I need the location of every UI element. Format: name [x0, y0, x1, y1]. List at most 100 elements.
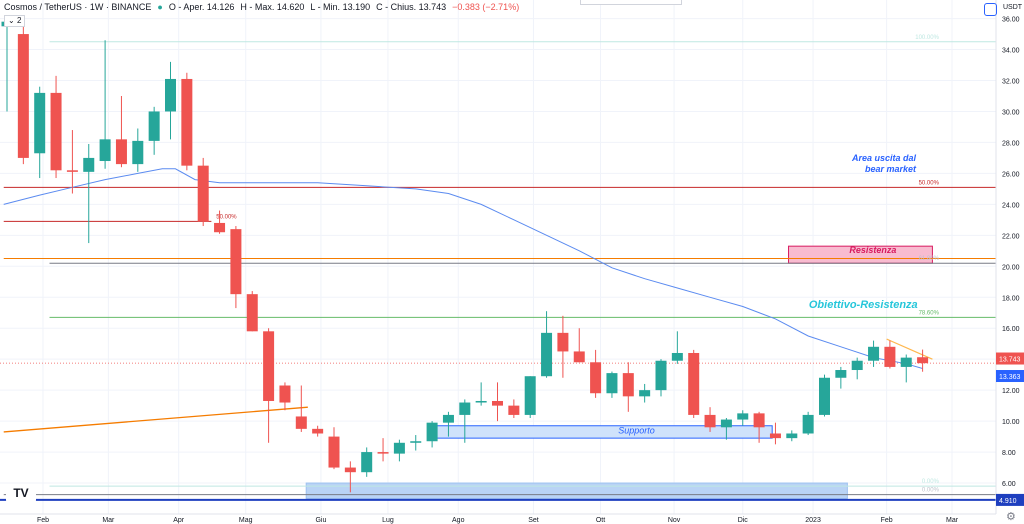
time-tick-label: Apr — [173, 517, 185, 524]
candle — [622, 362, 634, 412]
square-icon[interactable] — [984, 3, 997, 16]
candle-body — [197, 165, 209, 222]
candle — [557, 315, 569, 378]
candle — [835, 366, 847, 389]
candle-body — [802, 414, 814, 434]
candle-body — [639, 390, 651, 397]
chart-annotation: Resistenza — [849, 245, 896, 255]
candle — [900, 354, 912, 383]
candle-body — [524, 376, 536, 415]
candle-body — [230, 229, 242, 295]
candle — [132, 128, 144, 172]
price-tick-label: 6.00 — [1002, 481, 1016, 488]
candle-body — [590, 362, 602, 394]
candle — [868, 340, 880, 367]
candle-body — [263, 331, 275, 401]
candle — [410, 435, 422, 451]
candle-body — [83, 157, 95, 172]
ma-price-badge-bg — [996, 370, 1024, 383]
candle-body — [475, 400, 487, 403]
tradingview-logo: TV — [6, 484, 36, 502]
symbol-title[interactable]: Cosmos / TetherUS · 1W · BINANCE — [4, 2, 152, 12]
candle — [426, 421, 438, 448]
candle-body — [459, 402, 471, 415]
gear-icon[interactable]: ⚙ — [1006, 511, 1016, 523]
candle-body — [753, 413, 765, 428]
support-price-badge-bg — [996, 493, 1024, 506]
price-axis-background — [996, 0, 1024, 524]
supporto-zone — [436, 425, 773, 439]
candle — [769, 422, 781, 445]
ohlc-open: O - Aper. 14.126 — [168, 2, 235, 12]
candle — [197, 157, 209, 227]
price-tick-label: 30.00 — [1002, 109, 1020, 116]
orange-short-trendline — [886, 338, 933, 360]
price-tick-label: 34.00 — [1002, 48, 1020, 55]
price-tick-label: 36.00 — [1002, 17, 1020, 24]
chart-annotation: Supporto — [618, 425, 655, 435]
candle — [524, 376, 536, 419]
candle-body — [17, 34, 29, 158]
candle-body — [671, 352, 683, 361]
current-price-badge-label: 13.743 — [999, 357, 1021, 364]
bottom-zone — [305, 482, 848, 500]
candle — [606, 371, 618, 398]
fib-level-label: 0.00% — [922, 479, 940, 485]
candle-body — [557, 332, 569, 352]
candle-body — [737, 413, 749, 420]
price-tick-label: 28.00 — [1002, 140, 1020, 147]
candle-body — [279, 385, 291, 403]
candle — [50, 75, 62, 179]
price-tick-label: 8.00 — [1002, 450, 1016, 457]
fib-level-label: 50.00% — [216, 214, 237, 220]
time-tick-label: Mag — [239, 517, 253, 524]
ohlc-high: H - Max. 14.620 — [240, 2, 305, 12]
candle — [312, 425, 324, 437]
fib-level-label: 50.00% — [919, 180, 940, 186]
candle — [573, 328, 585, 363]
candle-body — [99, 139, 111, 162]
candle — [230, 226, 242, 309]
candle-body — [393, 442, 405, 454]
candle — [786, 430, 798, 442]
candle — [737, 410, 749, 426]
candle — [66, 130, 78, 194]
fib-level-label: 100.00% — [915, 35, 939, 41]
candle — [802, 411, 814, 436]
candle-body — [165, 78, 176, 112]
candle — [671, 331, 683, 364]
time-tick-label: Dic — [738, 517, 749, 524]
candle — [639, 383, 651, 403]
chart-header: Cosmos / TetherUS · 1W · BINANCE ● O - A… — [4, 2, 519, 12]
current-price-badge-bg — [996, 352, 1024, 365]
candle-body — [655, 360, 667, 391]
candle-body — [132, 140, 144, 165]
candle-body — [606, 373, 618, 394]
time-tick-label: Ago — [452, 517, 465, 524]
candle — [590, 349, 602, 398]
candle — [361, 447, 373, 477]
orange-trendline — [3, 406, 308, 433]
candle — [917, 349, 929, 372]
time-tick-label: Nov — [668, 517, 681, 524]
indicator-collapse-button[interactable]: ⌄ 2 — [4, 15, 26, 27]
candle-body — [492, 400, 503, 406]
candle-body — [66, 170, 78, 172]
time-tick-label: 2023 — [805, 517, 821, 524]
candle-body — [34, 92, 46, 154]
candle — [246, 291, 258, 332]
moving-average-line — [3, 168, 923, 369]
candle — [279, 382, 291, 411]
candle-body — [377, 452, 389, 454]
price-tick-label: 12.00 — [1002, 388, 1020, 395]
price-tick-label: 24.00 — [1002, 202, 1020, 209]
candle — [34, 86, 46, 179]
candle-body — [541, 332, 553, 377]
candle-body — [769, 433, 781, 439]
support-price-badge-label: 4.910 — [999, 498, 1017, 505]
candle — [148, 106, 160, 155]
top-panel-tab[interactable] — [580, 0, 682, 5]
price-tick-label: 32.00 — [1002, 79, 1020, 86]
candle-body — [884, 346, 896, 367]
